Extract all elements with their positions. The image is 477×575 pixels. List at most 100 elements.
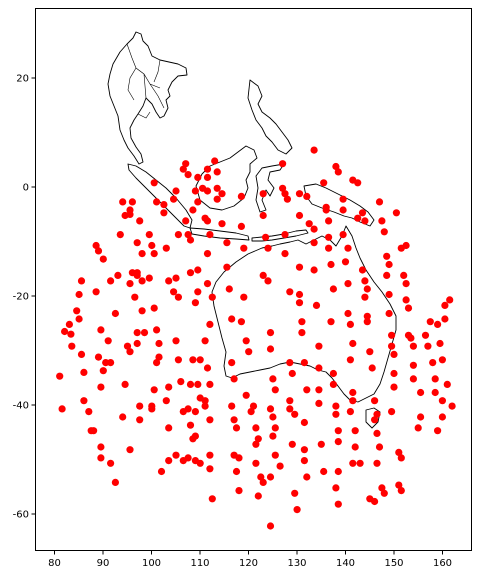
data-point: [303, 192, 311, 200]
data-point: [334, 427, 342, 435]
data-point: [291, 410, 299, 418]
data-point: [131, 293, 139, 301]
data-point: [378, 484, 386, 492]
data-point: [305, 220, 313, 228]
data-point: [138, 307, 146, 315]
data-point: [397, 454, 405, 462]
data-point: [375, 198, 384, 206]
data-point: [252, 459, 260, 467]
data-point: [189, 206, 197, 214]
data-point: [371, 397, 379, 405]
data-point: [172, 451, 180, 459]
data-point: [295, 299, 304, 307]
x-tick-label: 80: [48, 558, 61, 569]
x-tick-label: 100: [142, 558, 161, 569]
data-point: [332, 410, 340, 418]
data-point: [165, 424, 173, 432]
data-point: [332, 484, 340, 492]
data-point: [179, 165, 187, 173]
data-point: [349, 397, 357, 405]
data-point: [346, 320, 354, 328]
data-point: [157, 467, 166, 476]
data-point: [417, 413, 425, 421]
data-point: [194, 288, 202, 296]
data-point: [240, 293, 248, 301]
borneo-outline: [195, 145, 258, 211]
data-point: [237, 318, 245, 326]
data-point: [293, 506, 301, 514]
data-point: [431, 388, 439, 397]
scatter-points: [56, 146, 456, 530]
data-point: [126, 446, 134, 454]
data-point: [97, 443, 105, 451]
data-point: [264, 277, 272, 285]
data-point: [363, 318, 371, 326]
data-point: [373, 429, 381, 437]
y-tick: 0: [23, 183, 36, 194]
data-point: [58, 405, 66, 413]
data-point: [172, 337, 180, 345]
data-point: [385, 309, 393, 318]
data-point: [203, 173, 212, 181]
data-point: [295, 190, 304, 198]
data-point: [385, 260, 393, 269]
data-point: [121, 380, 129, 388]
data-point: [203, 217, 212, 225]
data-point: [334, 500, 342, 508]
data-point: [351, 443, 359, 451]
data-point: [315, 399, 323, 407]
data-point: [80, 397, 88, 405]
axes-frame: [35, 8, 472, 551]
data-point: [254, 492, 262, 500]
data-point: [339, 206, 347, 214]
data-point: [354, 214, 362, 222]
data-point: [259, 211, 267, 220]
data-point: [344, 309, 352, 318]
data-point: [194, 266, 202, 274]
data-point: [266, 329, 275, 337]
data-point: [276, 462, 284, 470]
data-point: [67, 330, 75, 338]
data-point: [281, 231, 289, 239]
data-point: [262, 233, 270, 241]
australia-outline: [211, 225, 397, 403]
data-point: [300, 446, 308, 454]
data-point: [300, 359, 308, 367]
data-point: [223, 263, 231, 271]
data-point: [203, 187, 212, 195]
data-point: [235, 487, 243, 495]
data-point: [295, 211, 304, 220]
data-point: [230, 375, 238, 383]
data-point: [327, 260, 335, 269]
data-point: [128, 198, 136, 206]
data-point: [184, 171, 192, 179]
x-tick: 110: [190, 550, 210, 569]
data-point: [349, 459, 357, 467]
data-point: [133, 339, 141, 348]
data-point: [153, 359, 161, 367]
data-point: [409, 375, 417, 383]
data-point: [327, 318, 335, 326]
data-point: [310, 146, 318, 154]
data-point: [174, 231, 182, 239]
y-tick-label: -60: [13, 510, 29, 521]
data-point: [378, 217, 386, 225]
data-point: [322, 206, 330, 214]
data-point: [189, 356, 197, 364]
data-point: [264, 244, 272, 252]
data-point: [114, 271, 122, 279]
data-point: [385, 290, 393, 299]
data-point: [150, 179, 158, 187]
data-point: [160, 209, 168, 217]
lesser-sunda-outline: [251, 229, 309, 242]
tasmania-outline: [365, 407, 381, 429]
data-point: [165, 383, 173, 391]
data-point: [148, 241, 156, 250]
data-point: [184, 405, 192, 413]
data-point: [228, 402, 236, 410]
data-point: [259, 190, 267, 198]
data-point: [349, 388, 357, 397]
data-point: [446, 296, 454, 304]
data-point: [242, 391, 250, 399]
